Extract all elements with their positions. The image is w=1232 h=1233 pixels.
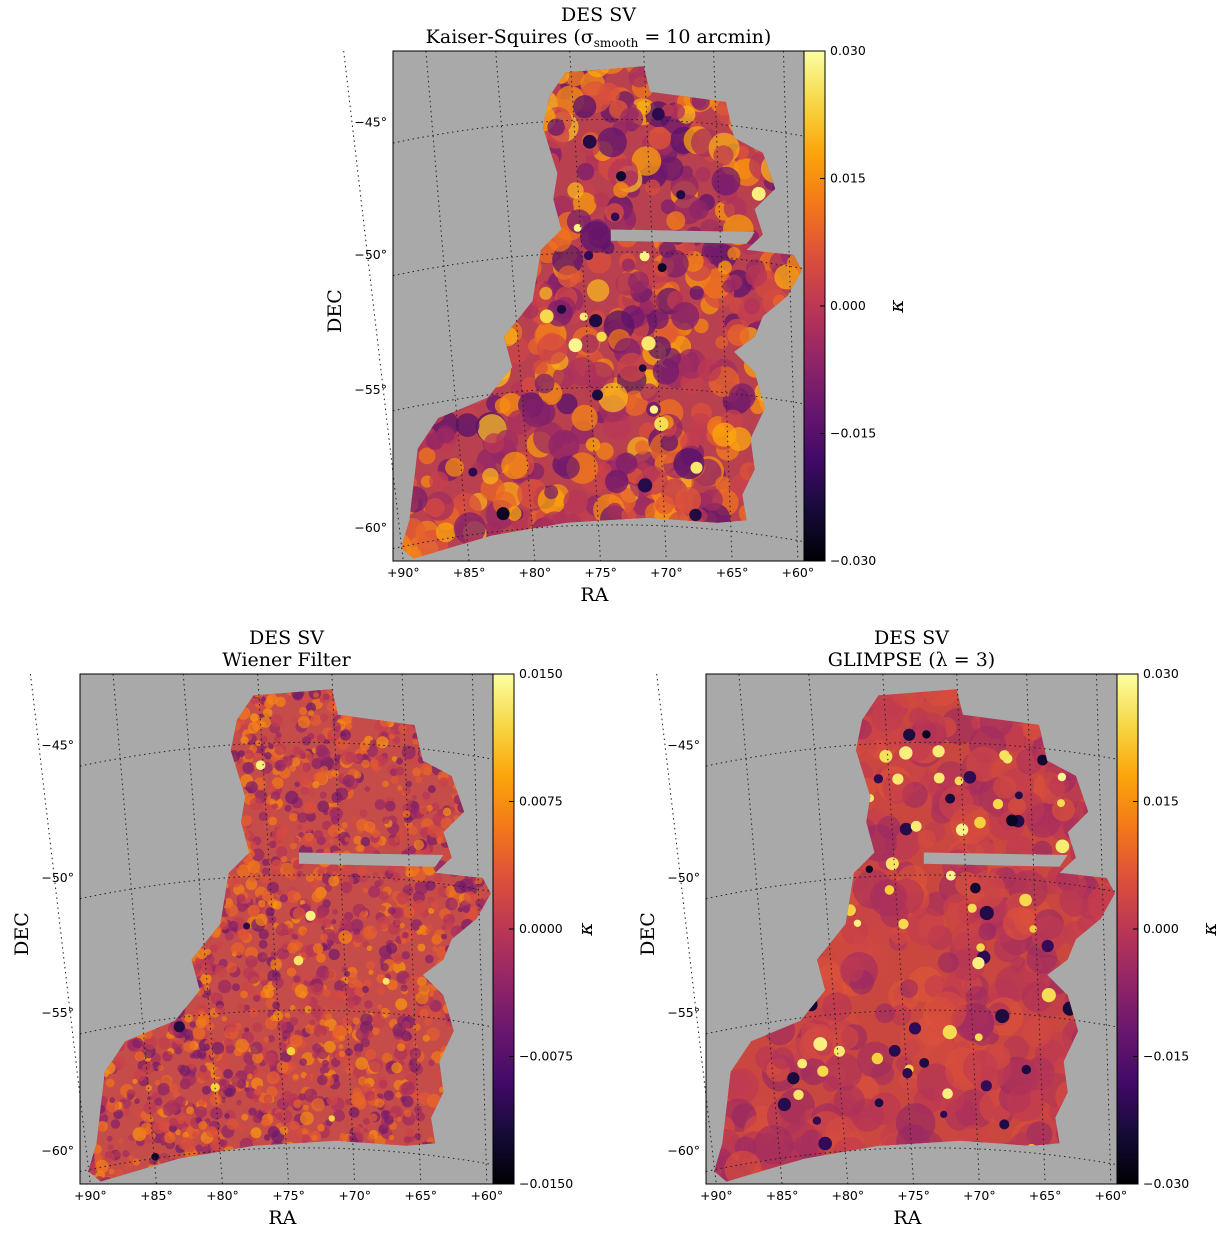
ra-tick-label: +60°	[1095, 1188, 1128, 1203]
y-axis-label: DEC	[324, 289, 346, 333]
ra-tick-label: +65°	[404, 1188, 437, 1203]
ra-tick-label: +70°	[963, 1188, 996, 1203]
graticule	[343, 50, 805, 562]
panel-title: DES SV	[561, 4, 636, 26]
panel-ks: −45° −50° −55° −60° +90° +85° +80° +75° +70° +65°…	[324, 4, 908, 606]
colorbar-tick-label: −0.015	[830, 426, 876, 441]
colorbar-tick-label: 0.0000	[519, 921, 563, 936]
panel-subtitle: GLIMPSE (λ = 3)	[828, 649, 995, 671]
dec-tick-label: −60°	[41, 1143, 74, 1158]
survey-gap	[298, 852, 444, 867]
dec-tick-label: −55°	[41, 1005, 74, 1020]
panel-subtitle: Kaiser-Squires (σsmooth = 10 arcmin)	[426, 26, 772, 50]
ra-tick-label: +90°	[700, 1188, 733, 1203]
x-axis-label: RA	[580, 584, 608, 606]
colorbar-tick-label: −0.030	[1143, 1176, 1189, 1191]
dec-tick-label: −60°	[667, 1143, 700, 1158]
dec-tick-label: −45°	[667, 737, 700, 752]
colorbar-tick-label: −0.015	[1143, 1049, 1189, 1064]
ra-tick-label: +90°	[387, 565, 420, 580]
ra-tick-label: +75°	[897, 1188, 930, 1203]
x-axis-label: RA	[268, 1207, 296, 1229]
colorbar-tick-label: −0.030	[830, 553, 876, 568]
dec-tick-label: −55°	[667, 1005, 700, 1020]
ra-tick-label: +85°	[140, 1188, 173, 1203]
panel-gl: −45° −50° −55° −60° +90° +85° +80° +75° +70° +65°…	[637, 627, 1221, 1229]
ra-tick-label: +75°	[272, 1188, 305, 1203]
dec-tick-label: −50°	[354, 247, 387, 262]
colorbar-tick-label: 0.0150	[519, 666, 563, 681]
ra-tick-label: +85°	[453, 565, 486, 580]
ra-tick-label: +80°	[206, 1188, 239, 1203]
ra-tick-label: +60°	[470, 1188, 503, 1203]
ra-tick-label: +70°	[338, 1188, 371, 1203]
dec-tick-label: −50°	[667, 870, 700, 885]
y-axis-label: DEC	[637, 912, 659, 956]
ra-tick-label: +70°	[650, 565, 683, 580]
colorbar-tick-label: 0.0075	[519, 794, 563, 809]
panel-title: DES SV	[874, 627, 949, 649]
colorbar-tick-label: 0.015	[1143, 794, 1179, 809]
dec-tick-label: −45°	[354, 114, 387, 129]
panel-wf: −45° −50° −55° −60° +90° +85° +80° +75° +70° +65°…	[11, 627, 597, 1229]
colorbar-tick-label: 0.000	[830, 298, 866, 313]
colorbar-label: κ	[884, 299, 908, 313]
colorbar-tick-label: 0.030	[830, 43, 866, 58]
y-axis-label: DEC	[11, 912, 33, 956]
colorbar-label: κ	[573, 922, 597, 936]
dec-tick-label: −45°	[41, 737, 74, 752]
ra-tick-label: +85°	[766, 1188, 799, 1203]
colorbar-tick-label: −0.0075	[519, 1049, 573, 1064]
ra-tick-label: +65°	[1029, 1188, 1062, 1203]
panel-subtitle: Wiener Filter	[222, 649, 351, 671]
dec-tick-label: −50°	[41, 870, 74, 885]
colorbar-label: κ	[1197, 922, 1221, 936]
colorbar-tick-label: 0.015	[830, 171, 866, 186]
graticule	[29, 673, 494, 1185]
colorbar-tick-label: 0.000	[1143, 921, 1179, 936]
x-axis-label: RA	[893, 1207, 921, 1229]
survey-gap	[610, 229, 755, 244]
ra-tick-label: +80°	[518, 565, 551, 580]
ra-tick-label: +75°	[584, 565, 617, 580]
dec-tick-label: −55°	[354, 382, 387, 397]
panel-title: DES SV	[249, 627, 324, 649]
survey-gap	[923, 852, 1068, 867]
colorbar-tick-label: 0.030	[1143, 666, 1179, 681]
ra-tick-label: +80°	[831, 1188, 864, 1203]
ra-tick-label: +60°	[782, 565, 815, 580]
dec-tick-label: −60°	[354, 520, 387, 535]
colorbar-tick-label: −0.0150	[519, 1176, 573, 1191]
graticule	[656, 673, 1118, 1185]
ra-tick-label: +90°	[74, 1188, 107, 1203]
ra-tick-label: +65°	[716, 565, 749, 580]
